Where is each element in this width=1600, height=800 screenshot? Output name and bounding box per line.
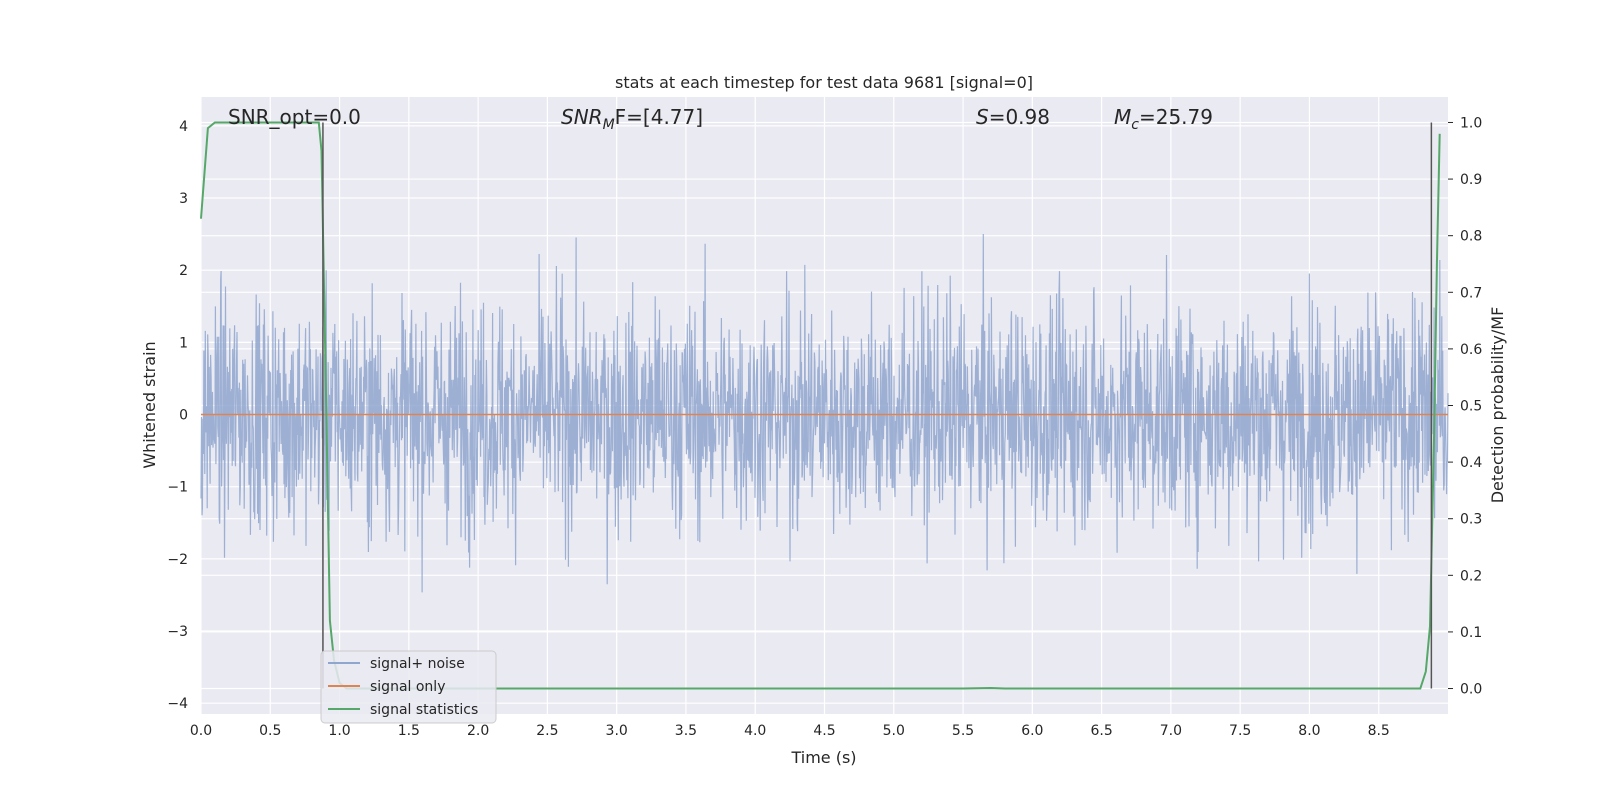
x-tick-label: 8.0 xyxy=(1298,723,1320,739)
y-tick-label: 4 xyxy=(179,119,188,135)
y2-tick-label: 0.1 xyxy=(1460,625,1482,641)
y2-tick-label: 0.5 xyxy=(1460,399,1482,415)
x-tick-label: 1.0 xyxy=(328,723,350,739)
y2-tick-label: 0.6 xyxy=(1460,342,1482,358)
y-tick-label: −1 xyxy=(167,480,188,496)
x-axis-label: Time (s) xyxy=(790,748,856,767)
legend: signal+ noise signal only signal statist… xyxy=(320,650,497,724)
marker-lines xyxy=(322,122,1433,689)
series-signal-plus-noise xyxy=(200,233,1449,593)
x-axis-ticks: 0.0 0.5 1.0 1.5 2.0 2.5 3.0 3.5 4.0 4.5 5.0 5.5 6.0 6… xyxy=(190,723,1390,739)
x-tick-label: 6.0 xyxy=(1021,723,1043,739)
x-tick-label: 3.5 xyxy=(675,723,697,739)
y2-tick-label: 1.0 xyxy=(1460,115,1482,131)
annotation-mc-base: M xyxy=(1114,105,1131,129)
x-tick-label: 4.5 xyxy=(813,723,835,739)
x-tick-label: 4.0 xyxy=(744,723,766,739)
y2-axis-label: Detection probability/MF xyxy=(1488,307,1507,504)
y2-tick-label: 0.3 xyxy=(1460,512,1482,528)
x-tick-label: 0.0 xyxy=(190,723,212,739)
x-tick-label: 7.0 xyxy=(1160,723,1182,739)
x-tick-label: 7.5 xyxy=(1229,723,1251,739)
y-tick-label: 1 xyxy=(179,335,188,351)
chart-title: stats at each timestep for test data 968… xyxy=(615,73,1033,92)
y-tick-label: −2 xyxy=(167,552,188,568)
x-tick-label: 2.0 xyxy=(467,723,489,739)
legend-box xyxy=(320,650,497,724)
y2-tick-label: 0.9 xyxy=(1460,172,1482,188)
annotation-mc-sub: c xyxy=(1131,117,1139,133)
annotation-snr-mf: SNRMF=[4.77] xyxy=(561,105,703,133)
x-tick-label: 8.5 xyxy=(1368,723,1390,739)
noise-trace xyxy=(200,233,1449,593)
x-tick-label: 5.0 xyxy=(883,723,905,739)
y-tick-label: −3 xyxy=(167,624,188,640)
annotation-snr-opt: SNR_opt=0.0 xyxy=(228,105,361,129)
y-tick-label: −4 xyxy=(167,696,188,712)
x-tick-label: 3.0 xyxy=(606,723,628,739)
y2-tick-label: 0.7 xyxy=(1460,285,1482,301)
legend-label-noise: signal+ noise xyxy=(370,656,465,672)
y-tick-label: 2 xyxy=(179,263,188,279)
y-tick-label: 3 xyxy=(179,191,188,207)
legend-label-signal: signal only xyxy=(370,679,445,695)
annotation-mc-rest: =25.79 xyxy=(1139,105,1213,129)
x-tick-label: 6.5 xyxy=(1090,723,1112,739)
annotation-s: S=0.98 xyxy=(976,105,1050,129)
y2-axis-ticks: 1.0 0.9 0.8 0.7 0.6 0.5 0.4 0.3 0.2 0.1 0.0 xyxy=(1448,115,1482,698)
x-tick-label: 0.5 xyxy=(259,723,281,739)
annotation-snr-mf-sub: M xyxy=(603,117,615,133)
annotation-s-sym: S xyxy=(976,105,989,129)
y-tick-label: 0 xyxy=(179,408,188,424)
y2-tick-label: 0.4 xyxy=(1460,455,1482,471)
y2-tick-label: 0.8 xyxy=(1460,229,1482,245)
x-tick-label: 5.5 xyxy=(952,723,974,739)
y2-tick-label: 0.0 xyxy=(1460,682,1482,698)
y2-tick-label: 0.2 xyxy=(1460,568,1482,584)
y-axis-ticks: 4 3 2 1 0 −1 −2 −3 −4 xyxy=(167,119,188,712)
y-axis-label: Whitened strain xyxy=(140,341,159,468)
annotation-snr-mf-base: SNR xyxy=(561,105,603,129)
x-tick-label: 2.5 xyxy=(536,723,558,739)
legend-label-stats: signal statistics xyxy=(370,702,478,718)
annotation-s-rest: =0.98 xyxy=(989,105,1050,129)
x-tick-label: 1.5 xyxy=(398,723,420,739)
annotation-mc: Mc=25.79 xyxy=(1114,105,1213,133)
annotation-snr-mf-rest: F=[4.77] xyxy=(615,105,703,129)
